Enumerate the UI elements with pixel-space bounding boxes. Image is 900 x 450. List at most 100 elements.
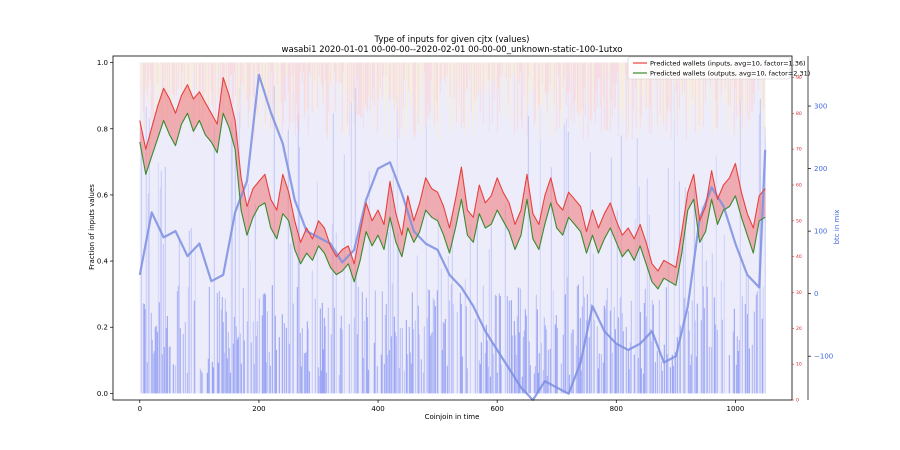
composition-bar bbox=[440, 268, 442, 394]
composition-bar bbox=[716, 329, 718, 394]
composition-bar-top bbox=[728, 62, 730, 131]
composition-bar-top bbox=[375, 62, 377, 129]
composition-bar bbox=[633, 354, 635, 394]
composition-bar bbox=[547, 349, 549, 394]
composition-bar-top bbox=[329, 62, 331, 85]
composition-bar-top bbox=[366, 62, 368, 113]
composition-bar-top bbox=[315, 62, 317, 117]
composition-bar-top bbox=[156, 62, 158, 85]
composition-bar bbox=[357, 286, 359, 394]
composition-bar-top bbox=[500, 62, 502, 90]
composition-bar bbox=[695, 356, 697, 394]
composition-bar-top bbox=[484, 62, 486, 83]
composition-bar-top bbox=[155, 62, 157, 107]
composition-bar bbox=[355, 273, 357, 394]
composition-bar-top bbox=[176, 62, 178, 78]
composition-bar bbox=[366, 317, 368, 394]
composition-bar bbox=[562, 334, 564, 394]
composition-bar-top bbox=[212, 62, 214, 127]
composition-bar bbox=[744, 304, 746, 394]
composition-bar bbox=[412, 329, 414, 394]
composition-bar bbox=[333, 307, 335, 394]
composition-bar bbox=[211, 361, 213, 394]
composition-bar-top bbox=[207, 62, 209, 136]
composition-bar bbox=[343, 154, 345, 394]
composition-bar-top bbox=[211, 62, 213, 106]
composition-bar-top bbox=[392, 62, 394, 100]
composition-bar-top bbox=[258, 62, 260, 84]
composition-bar-top bbox=[621, 62, 623, 109]
composition-bar-top bbox=[636, 62, 638, 118]
composition-bar bbox=[384, 314, 386, 394]
composition-bar bbox=[746, 314, 748, 394]
composition-bar-top bbox=[305, 62, 307, 112]
composition-bar-top bbox=[350, 62, 352, 103]
composition-bar-top bbox=[252, 62, 254, 96]
composition-bar bbox=[231, 125, 233, 394]
composition-bar-top bbox=[489, 62, 491, 93]
composition-bar-top bbox=[548, 62, 550, 136]
composition-bar bbox=[460, 303, 462, 394]
composition-bar-top bbox=[513, 62, 515, 136]
composition-bar-top bbox=[760, 62, 762, 113]
composition-bar-top bbox=[331, 62, 333, 81]
composition-bar-top bbox=[430, 62, 432, 80]
composition-bar bbox=[388, 350, 390, 394]
red-tick-label: 80 bbox=[796, 111, 802, 117]
composition-bar bbox=[199, 368, 201, 394]
composition-bar-top bbox=[682, 62, 684, 98]
composition-bar bbox=[572, 329, 574, 394]
composition-bar-top bbox=[201, 62, 203, 126]
composition-bar-top bbox=[556, 62, 558, 107]
composition-bar bbox=[176, 291, 178, 394]
composition-bar-top bbox=[354, 62, 356, 76]
composition-bar bbox=[510, 300, 512, 394]
composition-bar bbox=[254, 204, 256, 394]
composition-bar-top bbox=[624, 62, 626, 75]
composition-bar-top bbox=[179, 62, 181, 108]
blue-tick-label: 100 bbox=[814, 228, 827, 236]
composition-bar-top bbox=[542, 62, 544, 105]
composition-bar-top bbox=[469, 62, 471, 76]
composition-bar-top bbox=[716, 62, 718, 130]
composition-bar-top bbox=[265, 62, 267, 96]
composition-bar bbox=[350, 102, 352, 394]
composition-bar-top bbox=[652, 62, 654, 126]
composition-bar bbox=[263, 293, 265, 394]
composition-bar-top bbox=[278, 62, 280, 134]
composition-bar bbox=[156, 331, 158, 394]
composition-bar-top bbox=[218, 62, 220, 115]
composition-bar-top bbox=[298, 62, 300, 134]
composition-bar bbox=[628, 369, 630, 394]
composition-bar-top bbox=[147, 62, 149, 87]
composition-bar-top bbox=[501, 62, 503, 74]
composition-bar bbox=[711, 253, 713, 394]
composition-bar bbox=[395, 336, 397, 394]
composition-bar bbox=[178, 239, 180, 394]
composition-bar bbox=[605, 300, 607, 394]
composition-bar-top bbox=[448, 62, 450, 79]
composition-bar-top bbox=[649, 62, 651, 107]
composition-bar-top bbox=[670, 62, 672, 140]
composition-bar bbox=[406, 354, 408, 394]
composition-bar-top bbox=[326, 62, 328, 140]
composition-bar-top bbox=[735, 62, 737, 119]
composition-bar bbox=[513, 321, 515, 394]
composition-bar-top bbox=[341, 62, 343, 133]
composition-bar-top bbox=[269, 62, 271, 129]
composition-bar bbox=[246, 321, 248, 394]
composition-bar-top bbox=[336, 62, 338, 80]
composition-bar-top bbox=[347, 62, 349, 90]
composition-bar-top bbox=[661, 62, 663, 122]
composition-bar-top bbox=[537, 62, 539, 105]
composition-bar bbox=[278, 337, 280, 394]
composition-bar bbox=[643, 303, 645, 394]
composition-bar-top bbox=[239, 62, 241, 130]
composition-bar bbox=[341, 329, 343, 394]
composition-bar-top bbox=[445, 62, 447, 105]
composition-bar-top bbox=[516, 62, 518, 132]
composition-bar bbox=[225, 311, 227, 394]
composition-bar bbox=[147, 193, 149, 394]
composition-bar-top bbox=[199, 62, 201, 95]
composition-bar-top bbox=[615, 62, 617, 84]
